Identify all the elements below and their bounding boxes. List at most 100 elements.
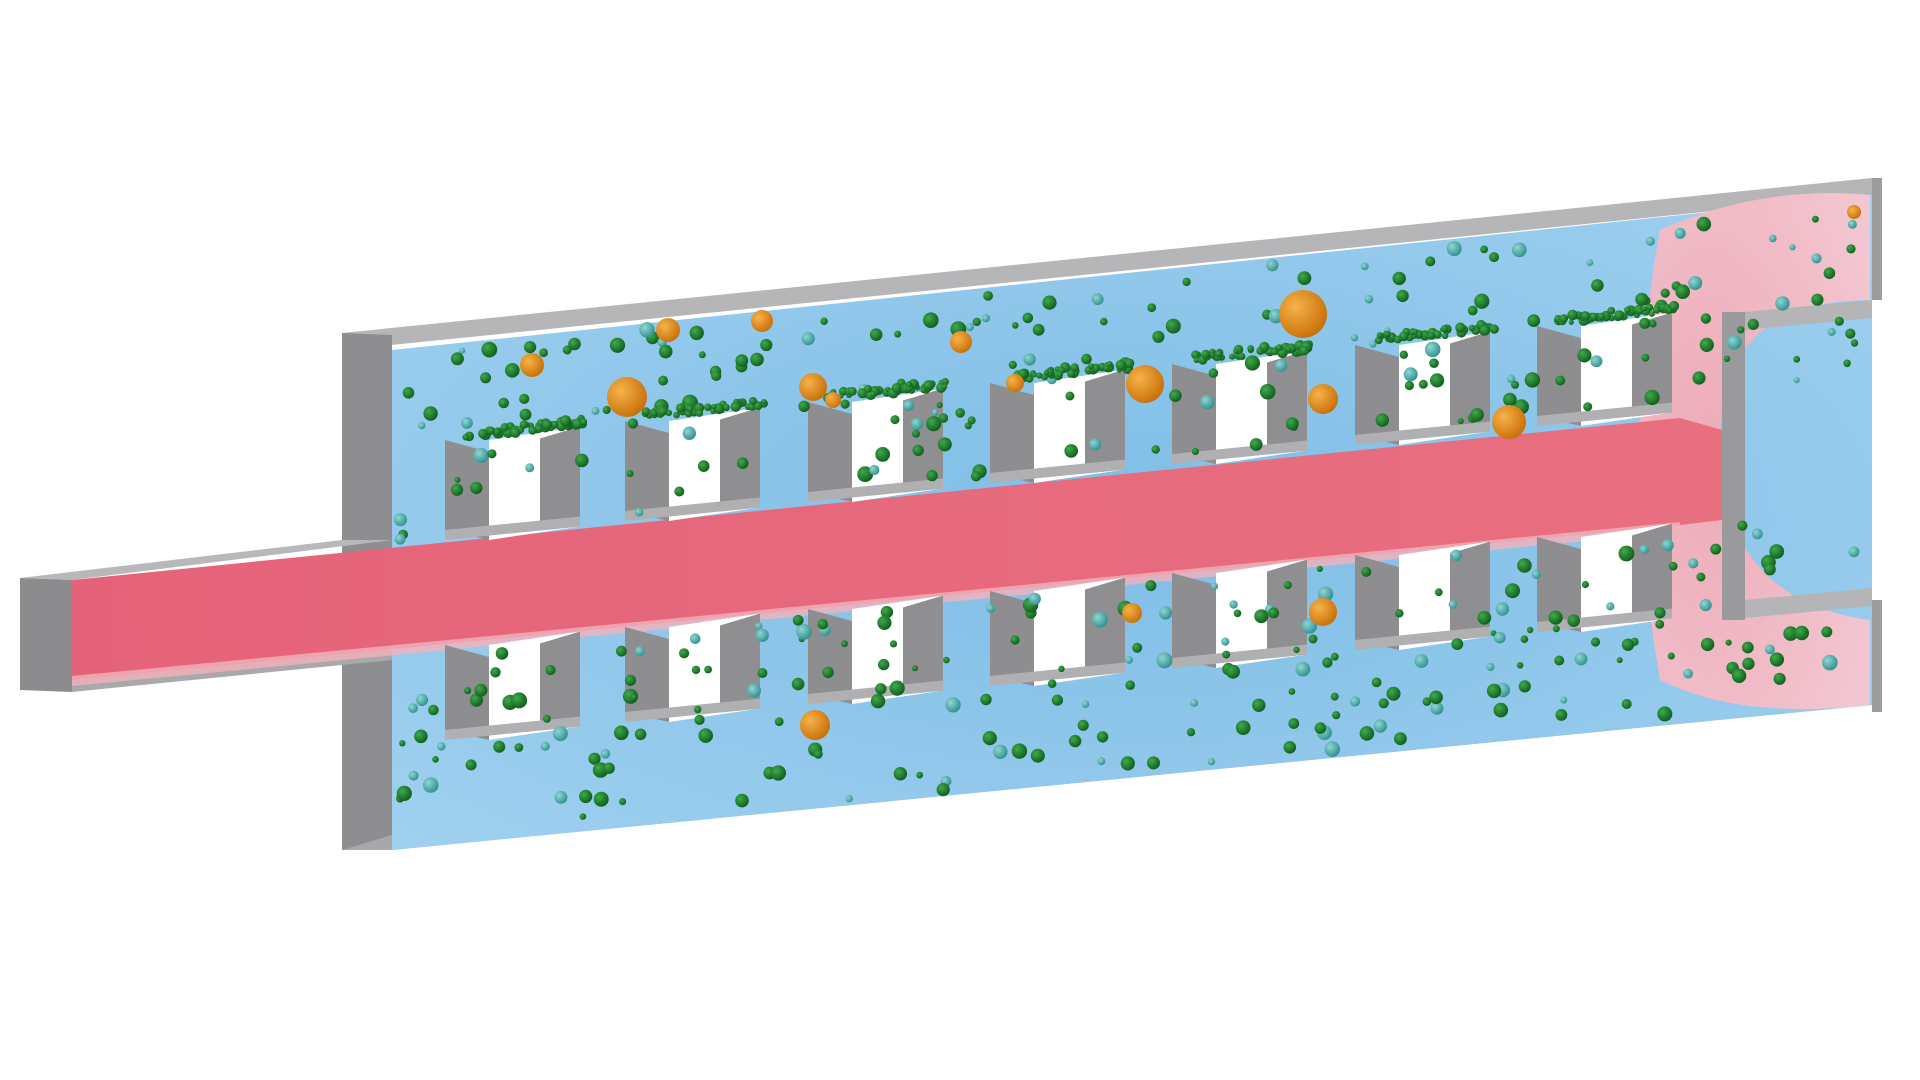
particle-green <box>1517 558 1532 573</box>
particle-teal <box>755 628 769 642</box>
particle-green <box>1793 355 1801 363</box>
particle-green <box>1322 657 1333 668</box>
deposit-particle <box>1191 350 1200 360</box>
deposit-particle <box>1641 306 1647 312</box>
deposit-particle <box>1597 312 1606 321</box>
particle-teal <box>1159 606 1173 620</box>
particle-green <box>1394 732 1407 746</box>
particle-green <box>474 683 488 697</box>
particle-green <box>1845 328 1856 339</box>
outlet-hot-region <box>1640 193 1870 710</box>
particle-teal <box>801 332 815 346</box>
particle-green <box>542 714 551 723</box>
particle-teal <box>408 703 418 713</box>
particle-green <box>691 665 701 675</box>
particle-teal <box>1450 549 1462 561</box>
particle-green <box>1635 292 1649 306</box>
particle-green <box>609 337 626 353</box>
particle-green <box>480 372 492 384</box>
particle-teal <box>1560 696 1568 704</box>
particle-green <box>1330 692 1339 701</box>
pillar-right-face <box>903 595 943 695</box>
particle-teal <box>1574 652 1588 666</box>
particle-green <box>1577 348 1592 363</box>
deposit-particle <box>1376 332 1383 339</box>
particle-teal <box>755 622 763 630</box>
particle-green <box>1330 652 1339 661</box>
particle-green <box>1821 626 1833 638</box>
particle-green <box>545 664 556 676</box>
particle-green <box>490 667 501 678</box>
deposit-particle <box>1568 319 1574 325</box>
particle-green <box>1511 380 1519 389</box>
deposit-particle <box>1233 348 1239 354</box>
particle-green <box>704 665 712 674</box>
outlet-channel-wall <box>1722 312 1745 620</box>
deposit-particle <box>891 383 902 393</box>
particle-teal <box>1789 244 1796 251</box>
particle-green <box>736 457 749 470</box>
particle-green <box>760 338 773 352</box>
particle-orange <box>1006 374 1024 392</box>
particle-green <box>880 605 894 619</box>
particle-teal <box>965 323 975 332</box>
particle-green <box>1548 610 1563 625</box>
deposit-particle <box>1201 349 1211 359</box>
particle-teal <box>634 507 644 517</box>
particle-green <box>1068 734 1082 748</box>
pillar-right-face <box>540 426 580 531</box>
particle-green <box>1132 642 1143 653</box>
particle-green <box>711 370 722 381</box>
deposit-particle <box>1036 372 1043 379</box>
particle-green <box>1371 677 1382 688</box>
deposit-particle <box>1624 306 1631 314</box>
particle-teal <box>845 794 853 803</box>
particle-green <box>841 640 848 648</box>
particle-green <box>619 798 627 806</box>
particle-teal <box>393 513 407 527</box>
particle-green <box>627 418 639 429</box>
particle-green <box>428 704 439 716</box>
particle-green <box>1470 408 1484 422</box>
deposit-particle <box>864 384 872 393</box>
particle-green <box>616 645 627 657</box>
particle-green <box>1811 293 1824 306</box>
particle-green <box>1769 652 1784 667</box>
particle-green <box>1489 252 1499 263</box>
pillar-row-upper <box>445 312 1672 540</box>
particle-green <box>1505 583 1520 599</box>
particle-orange <box>1492 405 1526 439</box>
particle-orange <box>1122 603 1142 623</box>
particle-teal <box>869 464 880 476</box>
particle-green <box>1145 580 1157 592</box>
particle-green <box>1843 359 1851 368</box>
particle-teal <box>408 770 419 781</box>
particle-teal <box>1373 719 1388 733</box>
deposit-particle <box>1067 369 1076 378</box>
particle-teal <box>1586 259 1594 266</box>
deposit-particle <box>1468 324 1476 332</box>
deposit-particle <box>923 380 934 391</box>
outlet-channel-bottom <box>1745 588 1872 618</box>
particle-teal <box>600 749 611 759</box>
particle-green <box>1429 690 1443 705</box>
particle-green <box>454 476 461 483</box>
particle-teal <box>1088 438 1102 451</box>
particle-teal <box>689 633 701 644</box>
particle-teal <box>418 421 426 430</box>
particle-teal <box>1324 741 1341 757</box>
deposit-particle <box>642 407 651 416</box>
deposit-particle <box>572 418 583 430</box>
particle-teal <box>1350 334 1359 342</box>
particle-green <box>1151 445 1160 454</box>
pillar-left-face <box>1355 555 1399 650</box>
particle-green <box>697 460 710 472</box>
particle-green <box>1655 619 1665 629</box>
particle-teal <box>1590 355 1603 368</box>
particle-teal <box>1210 582 1219 590</box>
particle-green <box>1404 380 1414 391</box>
particle-orange <box>1847 205 1861 219</box>
particle-green <box>450 352 464 366</box>
particle-teal <box>1495 602 1510 616</box>
deposit-particle <box>710 408 717 414</box>
